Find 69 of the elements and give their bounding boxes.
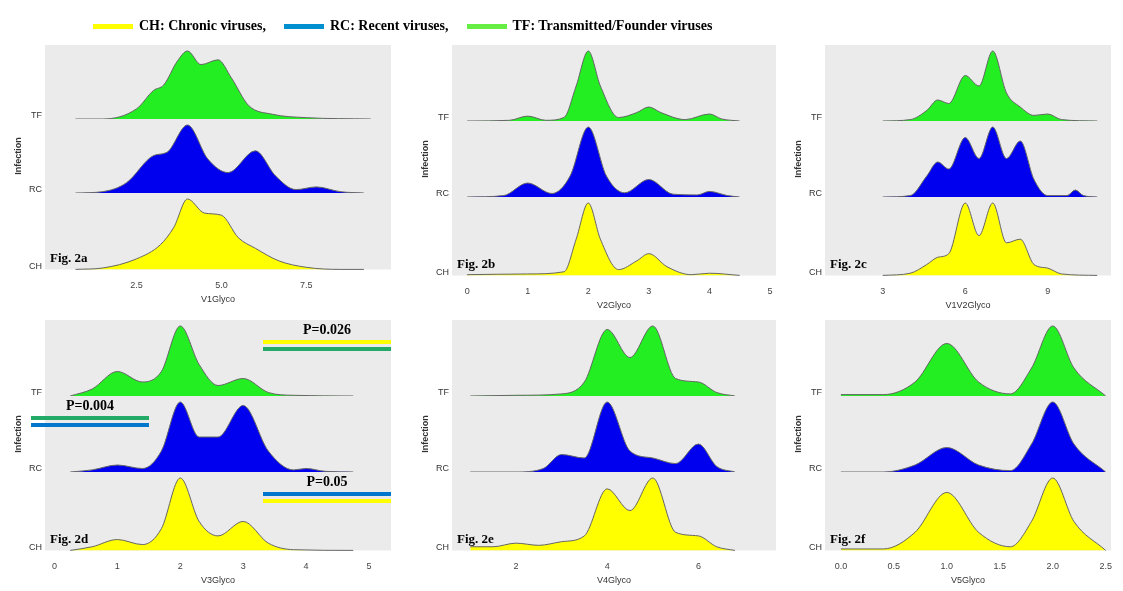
annotation: Fig. 2d bbox=[50, 531, 90, 547]
x-tick-label: 5 bbox=[366, 561, 372, 572]
text: Infection bbox=[13, 415, 24, 453]
x-tick-label: 5 bbox=[767, 286, 773, 297]
annotation: Fig. 2e bbox=[457, 531, 495, 547]
x-tick-label: 7.5 bbox=[299, 280, 313, 291]
x-tick-label: 4 bbox=[303, 561, 309, 572]
y-axis-title: TF bbox=[31, 110, 43, 121]
annotation: Fig. 2a bbox=[50, 250, 89, 266]
x-tick-label: 0.0 bbox=[834, 561, 848, 572]
y-axis-title: TF bbox=[811, 112, 823, 123]
x-tick-label: 0 bbox=[464, 286, 470, 297]
annotation: P=0.026 bbox=[302, 321, 352, 337]
x-tick-label: 1.0 bbox=[940, 561, 954, 572]
y-axis-title: CH bbox=[809, 266, 822, 277]
annotation: Fig. 2c bbox=[830, 256, 868, 272]
text: CH: Chronic viruses, bbox=[139, 18, 266, 34]
x-tick-label: 1 bbox=[525, 286, 531, 297]
annotation: Fig. 2f bbox=[830, 531, 867, 547]
text: RC: Recent viruses, bbox=[329, 18, 449, 34]
x-axis-title: V2Glyco bbox=[596, 300, 632, 311]
annotation: Fig. 2b bbox=[457, 256, 496, 272]
text: Infection bbox=[420, 415, 431, 453]
text: Infection bbox=[793, 140, 804, 178]
y-axis-title: TF bbox=[811, 387, 823, 398]
y-axis-title: RC bbox=[809, 463, 823, 474]
x-tick-label: 5.0 bbox=[215, 280, 228, 291]
x-tick-label: 3 bbox=[646, 286, 652, 297]
x-tick-label: 2.5 bbox=[130, 280, 143, 291]
y-axis-title: CH bbox=[29, 260, 42, 271]
x-tick-label: 3 bbox=[880, 286, 886, 297]
annotation: P=0.004 bbox=[65, 397, 114, 413]
x-tick-label: 9 bbox=[1045, 286, 1051, 297]
x-tick-label: 2 bbox=[177, 561, 183, 572]
x-tick-label: 3 bbox=[240, 561, 246, 572]
x-tick-label: 4 bbox=[706, 286, 712, 297]
y-axis-title: TF bbox=[31, 387, 43, 398]
x-tick-label: 2.5 bbox=[1099, 561, 1112, 572]
y-axis-title: RC bbox=[29, 463, 43, 474]
x-tick-label: 4 bbox=[604, 561, 610, 572]
x-tick-label: 0 bbox=[51, 561, 57, 572]
x-tick-label: 6 bbox=[962, 286, 968, 297]
x-tick-label: 6 bbox=[695, 561, 701, 572]
x-axis-title: V4Glyco bbox=[596, 575, 632, 586]
text: Infection bbox=[420, 140, 431, 178]
x-tick-label: 2 bbox=[585, 286, 591, 297]
y-axis-title: RC bbox=[436, 463, 450, 474]
y-axis-title: CH bbox=[29, 541, 42, 552]
x-tick-label: 0.5 bbox=[887, 561, 901, 572]
y-axis-title: CH bbox=[809, 541, 822, 552]
y-axis-title: TF bbox=[438, 387, 450, 398]
text: TF: Transmitted/Founder viruses bbox=[512, 18, 713, 34]
x-tick-label: 1 bbox=[114, 561, 120, 572]
y-axis-title: TF bbox=[438, 112, 450, 123]
x-tick-label: 2 bbox=[513, 561, 519, 572]
y-axis-title: CH bbox=[436, 266, 449, 277]
y-axis-title: RC bbox=[809, 188, 823, 199]
x-tick-label: 1.5 bbox=[993, 561, 1007, 572]
y-axis-title: RC bbox=[29, 184, 43, 195]
y-axis-title: CH bbox=[436, 541, 449, 552]
x-axis-title: V5Glyco bbox=[950, 575, 985, 586]
x-tick-label: 2.0 bbox=[1046, 561, 1059, 572]
x-axis-title: V1V2Glyco bbox=[945, 300, 991, 311]
x-axis-title: V3Glyco bbox=[200, 575, 236, 586]
y-axis-title: RC bbox=[436, 188, 450, 199]
annotation: P=0.05 bbox=[306, 473, 348, 489]
text: Infection bbox=[13, 137, 24, 175]
text: Infection bbox=[793, 415, 804, 453]
x-axis-title: V1Glyco bbox=[200, 294, 236, 305]
